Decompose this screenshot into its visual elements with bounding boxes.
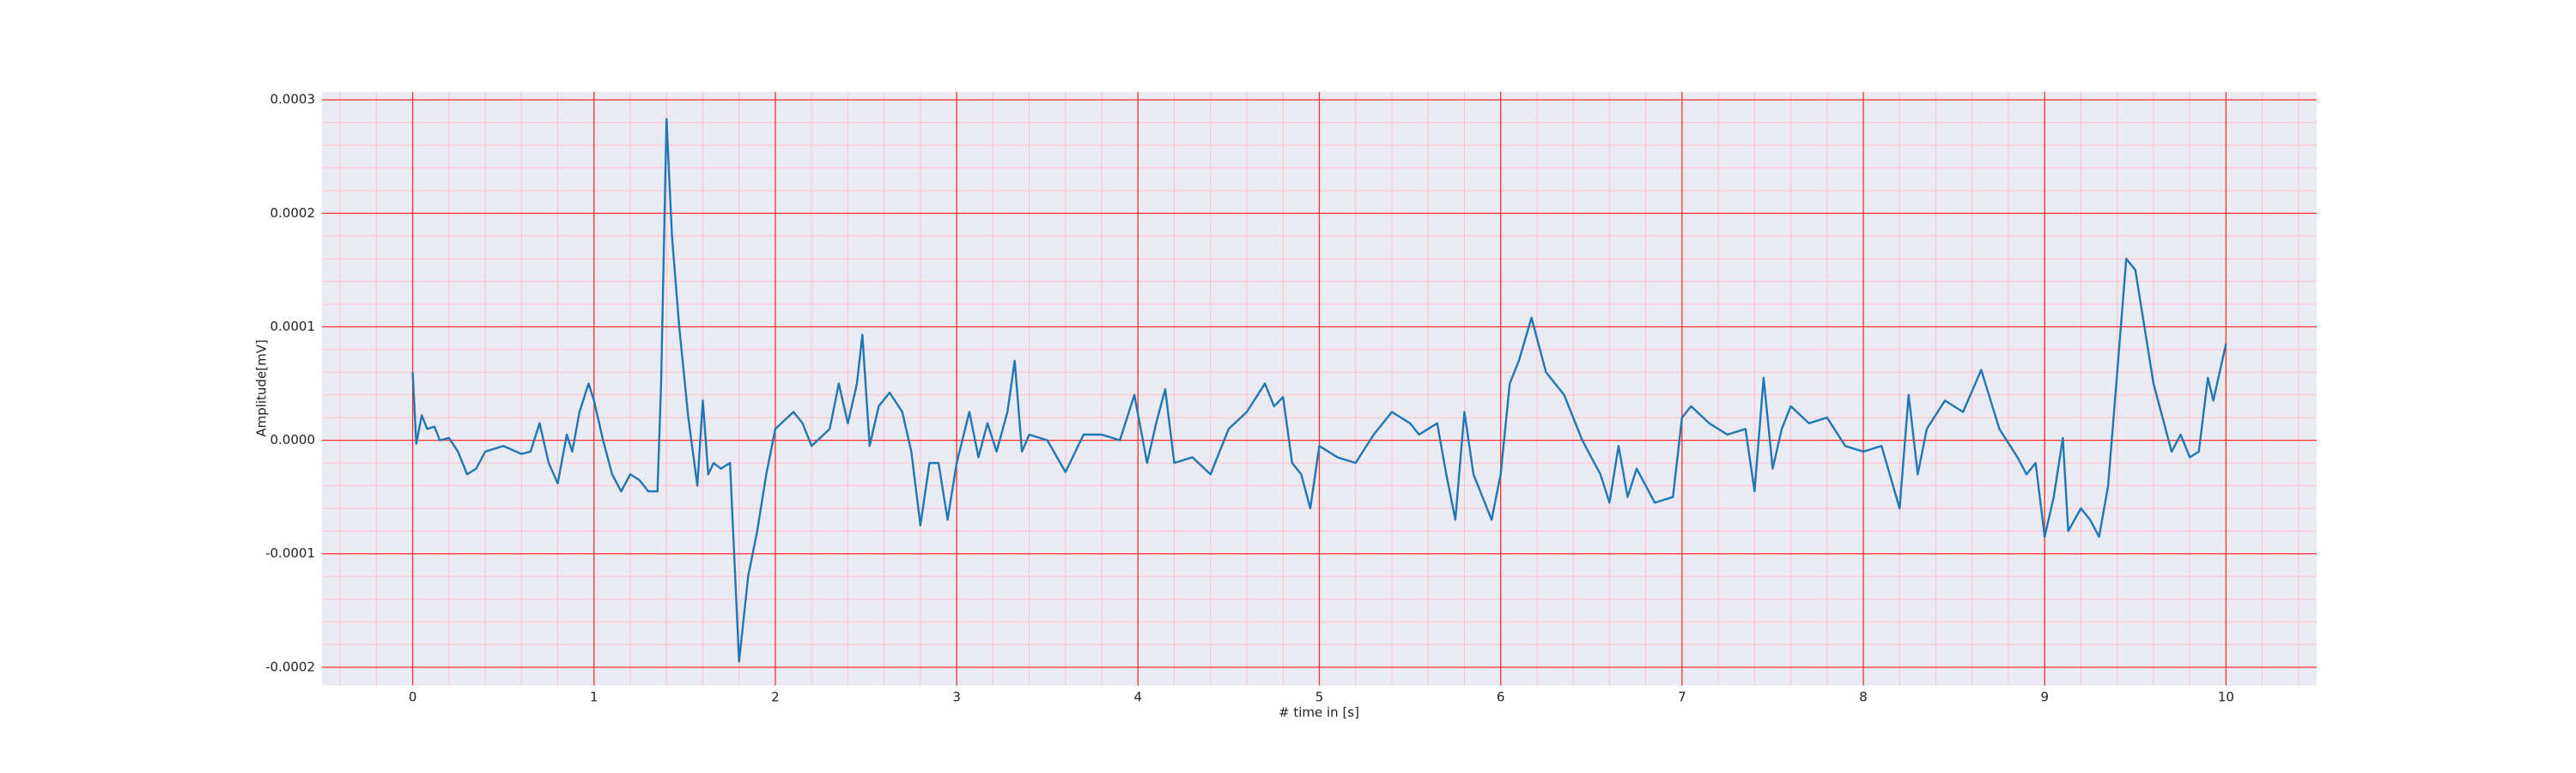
y-tick-label: 0.0001: [270, 319, 316, 334]
x-tick-label: 10: [2218, 690, 2234, 705]
y-tick-label: 0.0000: [270, 432, 316, 447]
x-tick-label: 6: [1497, 690, 1505, 705]
x-tick-label: 2: [771, 690, 780, 705]
x-tick-label: 5: [1315, 690, 1324, 705]
y-tick-label: 0.0003: [270, 92, 316, 107]
y-tick-label: -0.0001: [265, 545, 315, 561]
major-grid: [322, 92, 2317, 685]
x-tick-label: 1: [590, 690, 598, 705]
x-tick-label: 9: [2040, 690, 2049, 705]
x-axis-label: # time in [s]: [1279, 705, 1359, 721]
x-tick-label: 4: [1134, 690, 1143, 705]
x-tick-label: 7: [1678, 690, 1686, 705]
x-tick-label: 8: [1859, 690, 1868, 705]
x-tick-label: 3: [952, 690, 961, 705]
signal-line: [411, 118, 2227, 663]
y-tick-label: -0.0002: [265, 659, 315, 674]
y-tick-label: 0.0002: [270, 205, 316, 221]
y-axis-label: Amplitude[mV]: [254, 339, 270, 436]
x-tick-label: 0: [409, 690, 417, 705]
